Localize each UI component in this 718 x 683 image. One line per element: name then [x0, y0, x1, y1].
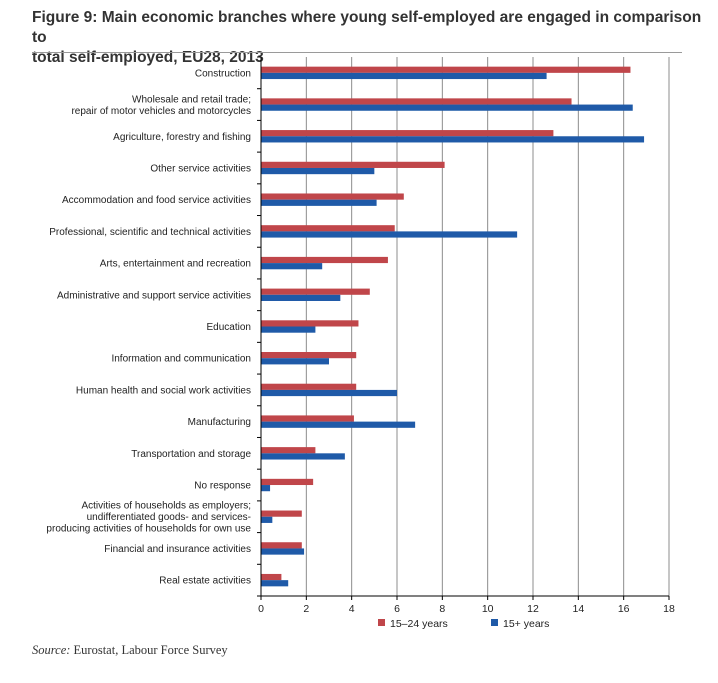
bar-15-plus-7	[261, 294, 341, 301]
bar-15-plus-2	[261, 136, 645, 143]
x-tick-label-6: 6	[394, 603, 400, 615]
category-label-11-0: Manufacturing	[188, 417, 251, 428]
x-tick-label-8: 8	[439, 603, 445, 615]
chart-title-line-1: Figure 9: Main economic branches where y…	[32, 9, 702, 46]
category-label-13-0: No response	[194, 481, 251, 492]
bar-15-plus-16	[261, 580, 289, 587]
bar-chart: 0 2 4 6 8 10 12 14 16 18 Construction Wholesale and…	[46, 56, 675, 630]
legend-label-15-24: 15–24 years	[390, 618, 448, 630]
bar-15-24-10	[261, 383, 357, 390]
bar-15-plus-14	[261, 516, 273, 523]
bar-15-plus-13	[261, 485, 271, 492]
category-label-1-1: repair of motor vehicles and motorcycles	[71, 106, 251, 117]
bar-15-plus-3	[261, 167, 375, 175]
bar-15-24-7	[261, 288, 370, 295]
bar-15-plus-12	[261, 453, 345, 460]
bar-15-plus-11	[261, 421, 416, 428]
chart-title-line-2: total self-employed, EU28, 2013	[32, 49, 264, 66]
source-note: Source: Eurostat, Labour Force Survey	[32, 643, 228, 658]
x-tick-label-14: 14	[572, 603, 584, 615]
category-label-12-0: Transportation and storage	[131, 449, 251, 460]
legend-swatch-15-24	[378, 619, 385, 626]
bar-15-plus-15	[261, 548, 305, 555]
category-label-4-0: Accommodation and food service activitie…	[62, 195, 251, 206]
x-tick-label-2: 2	[303, 603, 309, 615]
category-label-1-0: Wholesale and retail trade;	[132, 94, 251, 105]
category-label-9-0: Information and communication	[111, 354, 251, 365]
x-tick-label-0: 0	[258, 603, 264, 615]
bar-15-24-15	[261, 542, 302, 549]
bar-15-24-9	[261, 352, 357, 359]
x-tick-label-10: 10	[482, 603, 494, 615]
category-label-5-0: Professional, scientific and technical a…	[49, 227, 251, 238]
bar-15-24-0	[261, 66, 631, 73]
x-tick-label-12: 12	[527, 603, 539, 615]
legend-swatch-15-plus	[491, 619, 498, 626]
category-label-3-0: Other service activities	[150, 163, 251, 174]
source-label: Source:	[32, 643, 71, 657]
bar-15-plus-5	[261, 231, 518, 238]
bar-15-plus-0	[261, 72, 547, 80]
source-text: Eurostat, Labour Force Survey	[70, 643, 228, 657]
category-label-10-0: Human health and social work activities	[76, 385, 251, 396]
bar-15-24-12	[261, 447, 316, 454]
bar-15-24-1	[261, 98, 572, 105]
legend-label-15-plus: 15+ years	[503, 618, 549, 630]
bar-15-24-4	[261, 193, 404, 200]
bar-15-24-5	[261, 225, 395, 232]
bar-15-24-13	[261, 478, 314, 486]
category-label-8-0: Education	[207, 322, 251, 333]
category-label-15-0: Financial and insurance activities	[104, 544, 251, 555]
title-divider	[32, 52, 682, 53]
category-label-2-0: Agriculture, forestry and fishing	[113, 132, 251, 143]
bar-15-24-2	[261, 130, 554, 137]
bar-15-plus-9	[261, 358, 329, 365]
x-tick-label-18: 18	[663, 603, 675, 615]
category-label-0-0: Construction	[195, 68, 251, 79]
bar-15-plus-6	[261, 263, 323, 270]
category-label-6-0: Arts, entertainment and recreation	[100, 259, 251, 270]
bar-15-plus-1	[261, 104, 633, 111]
bar-15-24-16	[261, 573, 282, 581]
bar-15-24-3	[261, 161, 445, 168]
chart-title: Figure 9: Main economic branches where y…	[32, 8, 702, 68]
category-label-14-1: undifferentiated goods- and services-	[87, 512, 251, 523]
category-label-7-0: Administrative and support service activ…	[57, 290, 251, 301]
bar-15-plus-4	[261, 199, 377, 206]
bar-15-plus-10	[261, 389, 397, 397]
bar-15-plus-8	[261, 326, 316, 333]
category-label-14-0: Activities of households as employers;	[81, 501, 251, 512]
bar-15-24-14	[261, 510, 302, 517]
bar-15-24-6	[261, 256, 388, 264]
x-tick-label-4: 4	[349, 603, 355, 615]
bar-15-24-11	[261, 415, 354, 422]
category-label-16-0: Real estate activities	[159, 576, 251, 587]
x-tick-label-16: 16	[618, 603, 630, 615]
bar-15-24-8	[261, 320, 359, 327]
category-label-14-2: producing activities of households for o…	[46, 524, 251, 535]
